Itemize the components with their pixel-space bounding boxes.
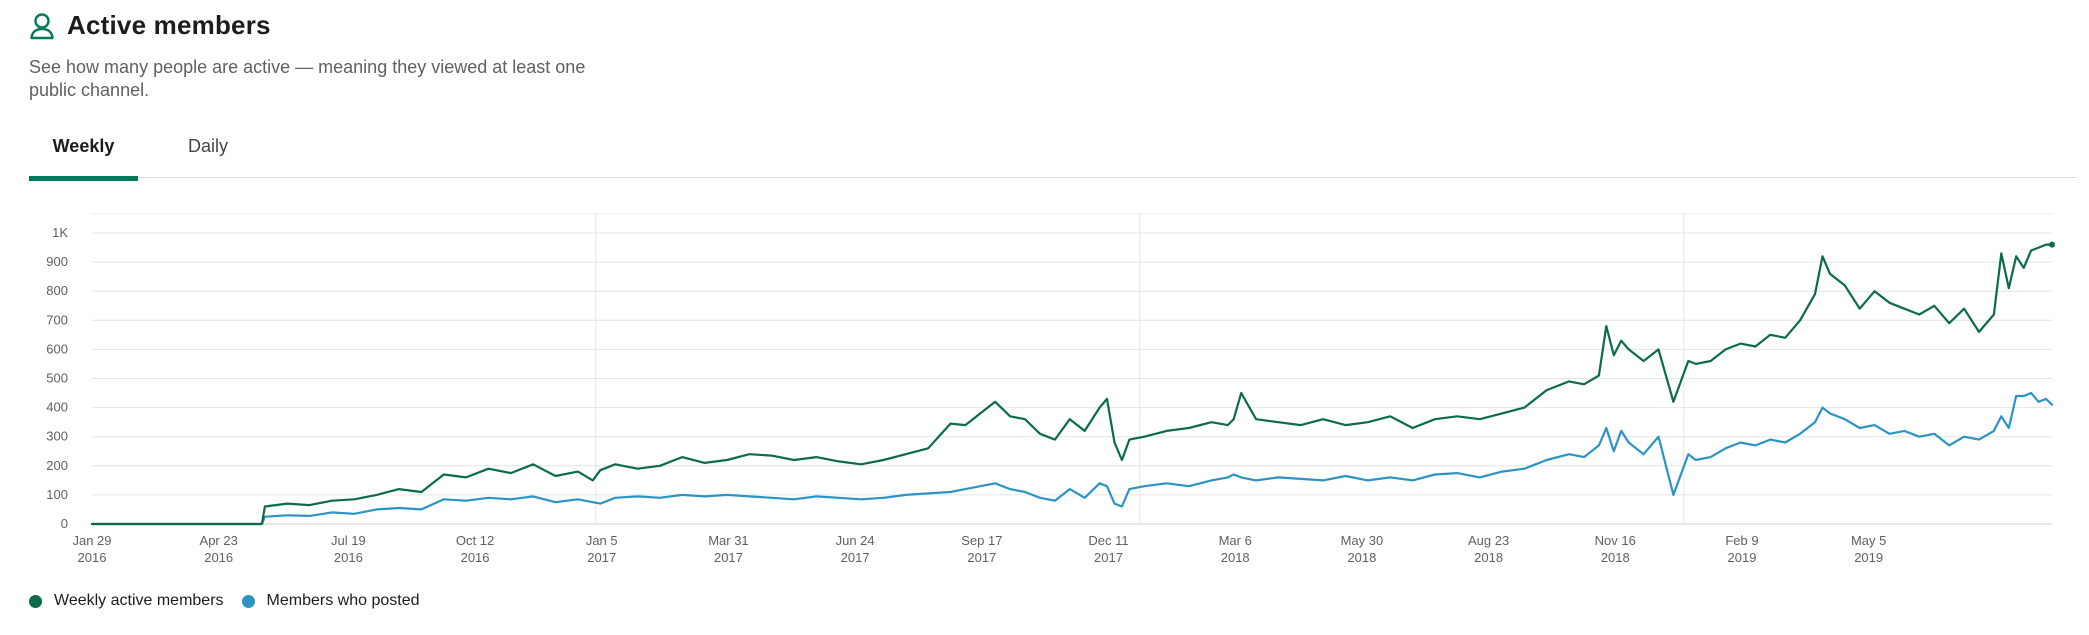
x-tick-label: May 5 (1851, 533, 1886, 548)
y-tick-label: 900 (46, 254, 68, 269)
legend-item-posted[interactable]: Members who posted (241, 592, 420, 610)
x-tick-year-label: 2016 (78, 550, 107, 565)
x-tick-year-label: 2017 (841, 550, 870, 565)
legend-label-posted: Members who posted (266, 592, 420, 609)
y-tick-label: 100 (46, 487, 68, 502)
x-tick-label: Apr 23 (200, 533, 238, 548)
x-tick-year-label: 2018 (1474, 550, 1503, 565)
tab-bar: Weekly Daily (29, 128, 2077, 181)
x-tick-label: Nov 16 (1595, 533, 1636, 548)
page-header: Active members (29, 10, 271, 41)
x-tick-label: Sep 17 (961, 533, 1002, 548)
active-members-chart: 0 100 200 300 400 500 600 700 800 900 1K Jan 29 2016… (46, 213, 2055, 565)
series-line-weekly-active (90, 243, 2054, 526)
x-tick-year-label: 2017 (1094, 550, 1123, 565)
x-tick-year-label: 2016 (334, 550, 363, 565)
page-subtitle: See how many people are active — meaning… (29, 57, 586, 100)
chart-legend: Weekly active members Members who posted (29, 592, 438, 610)
legend-dot-posted (241, 594, 255, 608)
tab-daily[interactable]: Daily (187, 136, 228, 156)
x-tick-year-label: 2017 (967, 550, 996, 565)
x-tick-label: Jan 5 (586, 533, 618, 548)
x-tick-label: Mar 31 (708, 533, 748, 548)
x-tick-year-label: 2016 (461, 550, 490, 565)
y-tick-label: 800 (46, 283, 68, 298)
legend-label-weekly: Weekly active members (54, 592, 224, 609)
series-line-members-posted (90, 391, 2054, 526)
tab-weekly[interactable]: Weekly (29, 136, 138, 181)
x-tick-year-label: 2019 (1728, 550, 1757, 565)
page-title: Active members (67, 10, 271, 40)
series-end-point (2049, 241, 2055, 248)
x-tick-label: Feb 9 (1725, 533, 1758, 548)
x-tick-label: Aug 23 (1468, 533, 1509, 548)
y-tick-label: 0 (61, 516, 68, 531)
y-tick-label: 700 (46, 312, 68, 327)
y-tick-label: 200 (46, 458, 68, 473)
x-tick-label: Jun 24 (836, 533, 875, 548)
x-tick-label: May 30 (1341, 533, 1384, 548)
y-tick-label: 600 (46, 341, 68, 356)
x-tick-label: Dec 11 (1088, 533, 1128, 548)
user-icon (29, 12, 55, 40)
y-tick-label: 500 (46, 371, 68, 386)
x-tick-year-label: 2017 (587, 550, 616, 565)
legend-item-weekly[interactable]: Weekly active members (29, 592, 224, 610)
x-tick-label: Mar 6 (1219, 533, 1252, 548)
x-tick-label: Oct 12 (456, 533, 494, 548)
y-tick-label: 300 (46, 429, 68, 444)
x-tick-label: Jul 19 (331, 533, 366, 548)
x-tick-year-label: 2018 (1347, 550, 1376, 565)
x-tick-year-label: 2018 (1221, 550, 1250, 565)
x-tick-year-label: 2018 (1601, 550, 1630, 565)
x-tick-year-label: 2016 (204, 550, 233, 565)
x-tick-year-label: 2017 (714, 550, 743, 565)
x-tick-label: Jan 29 (72, 533, 111, 548)
legend-dot-weekly (29, 594, 42, 608)
y-tick-label: 400 (46, 400, 68, 415)
y-tick-label: 1K (52, 225, 68, 240)
x-tick-year-label: 2019 (1854, 550, 1883, 565)
